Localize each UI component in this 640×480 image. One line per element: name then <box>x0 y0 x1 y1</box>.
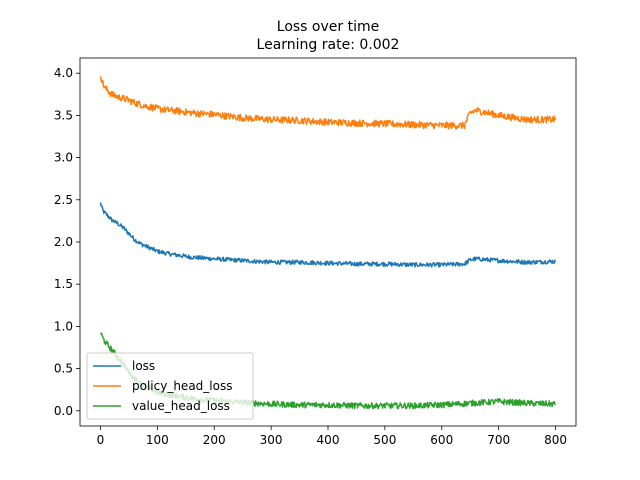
x-tick-label: 200 <box>203 433 226 447</box>
y-tick-label: 1.0 <box>54 319 73 333</box>
series-line-loss <box>99 202 557 268</box>
x-tick-label: 100 <box>146 433 169 447</box>
x-tick-label: 300 <box>260 433 283 447</box>
y-tick-label: 1.5 <box>54 277 73 291</box>
legend-label: loss <box>132 359 155 373</box>
y-tick-label: 3.0 <box>54 151 73 165</box>
legend: loss policy_head_loss value_head_loss <box>86 352 254 420</box>
x-tick-label: 0 <box>97 433 105 447</box>
legend-label: value_head_loss <box>132 399 230 413</box>
legend-frame <box>86 352 254 420</box>
x-tick-label: 700 <box>487 433 510 447</box>
x-tick-label: 600 <box>430 433 453 447</box>
x-tick-label: 500 <box>373 433 396 447</box>
chart-title: Loss over time <box>277 19 379 35</box>
x-axis: 0 100 200 300 400 500 600 700 800 <box>97 426 567 447</box>
y-tick-label: 0.5 <box>54 362 73 376</box>
y-tick-label: 0.0 <box>54 404 73 418</box>
x-tick-label: 800 <box>544 433 567 447</box>
y-axis: 0.0 0.5 1.0 1.5 2.0 2.5 3.0 3.5 4.0 <box>54 66 80 418</box>
y-tick-label: 2.5 <box>54 193 73 207</box>
y-tick-label: 4.0 <box>54 66 73 80</box>
y-tick-label: 2.0 <box>54 235 73 249</box>
series-line-policy-head-loss <box>99 76 557 130</box>
chart-subtitle: Learning rate: 0.002 <box>257 37 400 53</box>
x-tick-label: 400 <box>317 433 340 447</box>
y-tick-label: 3.5 <box>54 108 73 122</box>
legend-label: policy_head_loss <box>132 379 232 393</box>
